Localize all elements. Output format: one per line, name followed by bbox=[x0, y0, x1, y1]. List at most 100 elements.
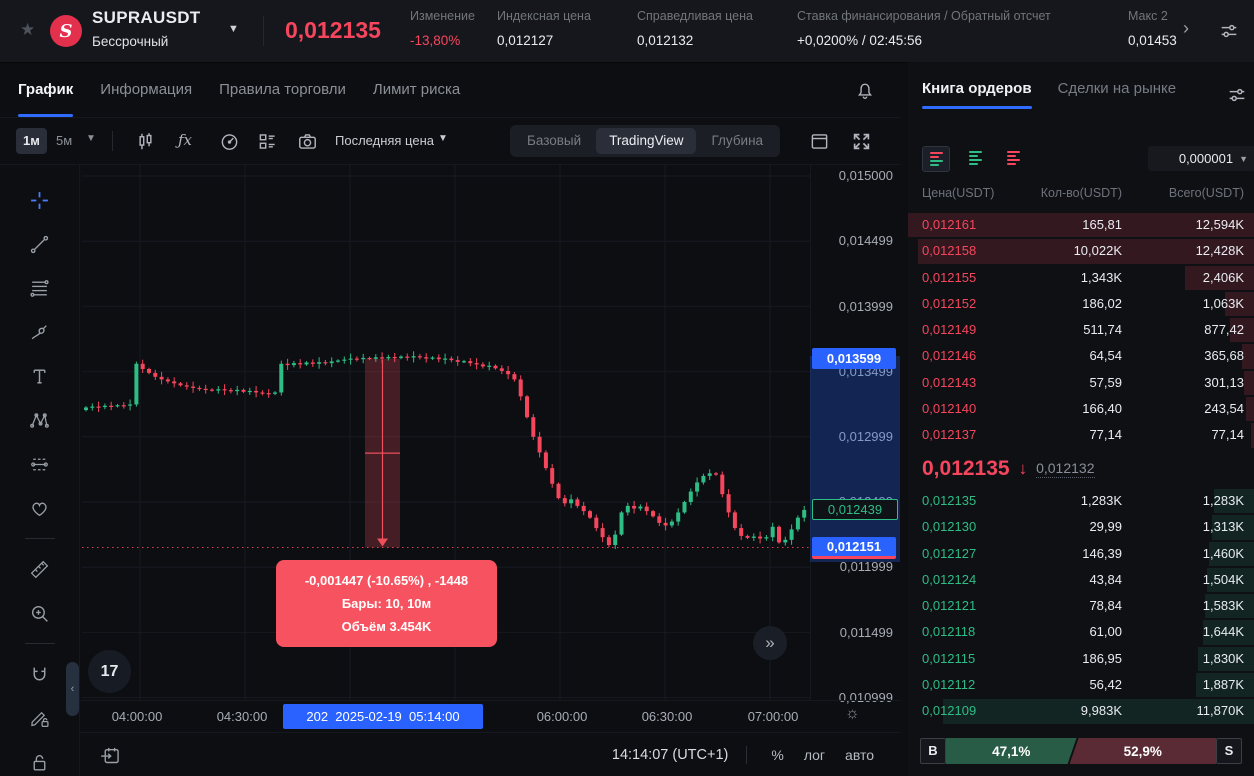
header-settings-icon[interactable] bbox=[1220, 22, 1238, 40]
layout-templates-icon[interactable] bbox=[258, 132, 277, 151]
stat-value: -13,80% bbox=[410, 33, 461, 48]
bid-row[interactable]: 0,012121 78,84 1,583K bbox=[908, 593, 1254, 619]
order-qty: 61,00 bbox=[1089, 624, 1122, 640]
screenshot-camera-icon[interactable] bbox=[298, 132, 317, 151]
ask-row[interactable]: 0,012152 186,02 1,063K bbox=[908, 291, 1254, 317]
orderbook-tab-Книга ордеров[interactable]: Книга ордеров bbox=[922, 80, 1032, 109]
price-mode-caret-icon[interactable]: ▼ bbox=[438, 133, 448, 144]
ask-row[interactable]: 0,012158 10,022K 12,428K bbox=[908, 238, 1254, 264]
scroll-to-recent-button[interactable]: » bbox=[753, 626, 787, 660]
text-tool[interactable] bbox=[25, 354, 55, 398]
price-axis-label: 0,011499 bbox=[839, 624, 893, 640]
bid-row[interactable]: 0,012115 186,95 1,830K bbox=[908, 646, 1254, 672]
lock-tool[interactable] bbox=[25, 740, 55, 776]
order-price: 0,012127 bbox=[922, 545, 977, 561]
column-header: Кол-во(USDT) bbox=[1040, 186, 1122, 200]
measure-start-price-tag: 0,013599 bbox=[812, 347, 896, 369]
drawing-lock-tool[interactable] bbox=[25, 696, 55, 740]
order-price: 0,012121 bbox=[922, 598, 977, 614]
candlestick-chart[interactable] bbox=[82, 164, 810, 700]
price-mode-select[interactable]: Последняя цена bbox=[335, 133, 434, 148]
magnet-tool[interactable] bbox=[25, 652, 55, 696]
order-price: 0,012140 bbox=[922, 401, 977, 417]
order-price: 0,012130 bbox=[922, 519, 977, 535]
tab-Правила торговли[interactable]: Правила торговли bbox=[219, 81, 346, 98]
bid-row[interactable]: 0,012135 1,283K 1,283K bbox=[908, 488, 1254, 514]
tab-График[interactable]: График bbox=[18, 62, 74, 117]
ask-row[interactable]: 0,012143 57,59 301,13 bbox=[908, 370, 1254, 396]
bid-row[interactable]: 0,012124 43,84 1,504K bbox=[908, 567, 1254, 593]
main-tabs: График Информация Правила торговли Лимит ри… bbox=[0, 62, 900, 118]
gauge-icon[interactable] bbox=[220, 132, 239, 151]
favorite-star-icon[interactable]: ★ bbox=[20, 20, 36, 39]
order-qty: 56,42 bbox=[1089, 677, 1122, 693]
zoom-in-tool[interactable] bbox=[25, 591, 55, 635]
ask-row[interactable]: 0,012155 1,343K 2,406K bbox=[908, 265, 1254, 291]
axis-button-авто[interactable]: авто bbox=[845, 747, 874, 763]
ask-row[interactable]: 0,012146 64,54 365,68 bbox=[908, 343, 1254, 369]
bid-row[interactable]: 0,012118 61,00 1,644K bbox=[908, 619, 1254, 645]
bid-row[interactable]: 0,012112 56,42 1,887K bbox=[908, 672, 1254, 698]
order-qty: 166,40 bbox=[1082, 401, 1122, 417]
chart-style-candles-icon[interactable] bbox=[136, 132, 155, 151]
order-price: 0,012118 bbox=[922, 624, 976, 640]
crosshair-tool[interactable] bbox=[25, 178, 55, 222]
tab-Информация[interactable]: Информация bbox=[100, 81, 193, 98]
order-total: 12,594K bbox=[1195, 217, 1244, 232]
favorites-heart-tool[interactable] bbox=[25, 486, 55, 530]
alert-bell-icon[interactable] bbox=[856, 82, 874, 100]
orderbook-mode-asks-icon[interactable] bbox=[1000, 146, 1026, 170]
view-mode-Базовый[interactable]: Базовый bbox=[527, 133, 582, 148]
order-qty: 511,74 bbox=[1083, 322, 1122, 338]
order-total: 1,583K bbox=[1202, 598, 1244, 614]
collapse-toolbar-handle[interactable]: ‹ bbox=[66, 662, 79, 716]
view-mode-Глубина[interactable]: Глубина bbox=[711, 133, 764, 148]
time-axis[interactable]: 202 2025-02-19 05:14:00 04:00:00 04:30:00… bbox=[82, 701, 810, 732]
header-stat: Макс 2 0,01453 bbox=[1128, 0, 1186, 62]
bid-row[interactable]: 0,012109 9,983K 11,870K bbox=[908, 698, 1254, 724]
bid-row[interactable]: 0,012130 29,99 1,313K bbox=[908, 514, 1254, 540]
interval-dropdown-caret-icon[interactable]: ▼ bbox=[86, 133, 96, 144]
orderbook-mode-bids-icon[interactable] bbox=[962, 146, 988, 170]
long-position-tool[interactable] bbox=[25, 442, 55, 486]
drawing-toolbar bbox=[0, 164, 80, 776]
fullscreen-icon[interactable] bbox=[852, 132, 871, 151]
mark-price[interactable]: 0,012132 bbox=[1036, 460, 1095, 478]
fib-retracement-tool[interactable] bbox=[25, 266, 55, 310]
axis-button-лог[interactable]: лог bbox=[803, 747, 826, 763]
price-axis-label: 0,014499 bbox=[838, 233, 893, 249]
xabcd-pattern-tool[interactable] bbox=[25, 398, 55, 442]
orderbook-tab-Сделки на рынке[interactable]: Сделки на рынке bbox=[1057, 80, 1177, 97]
symbol-name[interactable]: SUPRAUSDT bbox=[92, 8, 201, 27]
ask-row[interactable]: 0,012140 166,40 243,54 bbox=[908, 396, 1254, 422]
indicators-fx-icon[interactable]: ƒx bbox=[178, 131, 193, 149]
brush-tool[interactable] bbox=[25, 310, 55, 354]
toggle-panel-icon[interactable] bbox=[810, 132, 829, 151]
order-price: 0,012135 bbox=[922, 493, 977, 508]
session-clock[interactable]: 14:14:07 (UTC+1) bbox=[611, 747, 729, 763]
brightness-sun-icon[interactable]: ☼ bbox=[845, 705, 860, 722]
ask-row[interactable]: 0,012161 165,81 12,594K bbox=[908, 212, 1254, 238]
ask-row[interactable]: 0,012149 511,74 877,42 bbox=[908, 317, 1254, 343]
orderbook-mode-both-icon[interactable] bbox=[922, 146, 950, 172]
order-price: 0,012112 bbox=[922, 677, 976, 693]
bid-row[interactable]: 0,012127 146,39 1,460K bbox=[908, 541, 1254, 567]
go-to-date-icon[interactable] bbox=[100, 745, 121, 766]
order-total: 2,406K bbox=[1202, 269, 1244, 285]
orderbook-settings-icon[interactable] bbox=[1228, 86, 1246, 104]
tab-Лимит риска[interactable]: Лимит риска bbox=[372, 81, 461, 98]
trend-line-tool[interactable] bbox=[25, 222, 55, 266]
sell-ratio-bar: 52,9% bbox=[1069, 738, 1216, 764]
stats-scroll-right-icon[interactable]: › bbox=[1183, 18, 1189, 38]
view-mode-TradingView[interactable]: TradingView bbox=[596, 128, 697, 154]
order-qty: 43,84 bbox=[1089, 571, 1122, 587]
symbol-dropdown-caret-icon[interactable]: ▼ bbox=[228, 23, 239, 35]
precision-select[interactable]: 0,000001 ▼ bbox=[1148, 146, 1254, 171]
interval-1m-button[interactable]: 1м bbox=[16, 128, 47, 154]
interval-5m-button[interactable]: 5м bbox=[56, 133, 73, 148]
measure-axis-highlight bbox=[810, 356, 900, 562]
ruler-tool[interactable] bbox=[25, 547, 55, 591]
ask-row[interactable]: 0,012137 77,14 77,14 bbox=[908, 422, 1254, 448]
axis-button-%[interactable]: % bbox=[771, 747, 784, 763]
